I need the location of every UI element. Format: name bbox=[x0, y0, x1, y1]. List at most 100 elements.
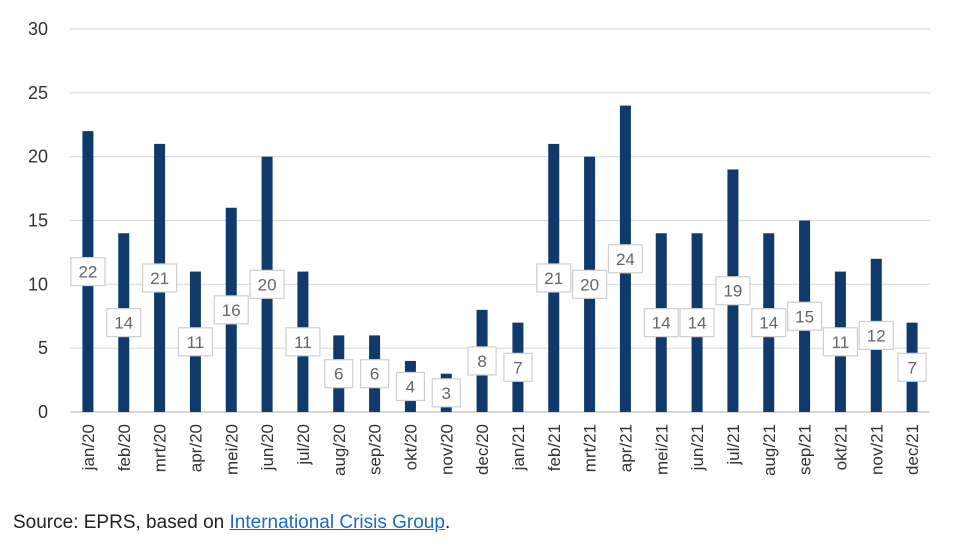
data-label-box bbox=[786, 301, 823, 331]
data-label-text: 14 bbox=[114, 314, 133, 333]
data-label-text: 11 bbox=[187, 333, 205, 352]
data-label-text: 19 bbox=[723, 282, 742, 301]
data-label-box bbox=[607, 244, 644, 274]
data-label-text: 14 bbox=[759, 314, 778, 333]
data-label-box bbox=[715, 276, 751, 306]
data-label-box bbox=[751, 308, 787, 338]
source-link[interactable]: International Crisis Group bbox=[229, 512, 445, 533]
y-tick-label: 25 bbox=[28, 83, 48, 103]
data-label-box bbox=[467, 346, 497, 376]
x-tick-label: feb/21 bbox=[545, 424, 564, 471]
data-label-text: 11 bbox=[294, 333, 312, 352]
data-label-text: 24 bbox=[616, 250, 635, 269]
data-label-text: 22 bbox=[78, 263, 97, 282]
x-tick-label: sep/21 bbox=[796, 424, 815, 475]
data-label: 7 bbox=[503, 352, 533, 382]
data-label-box bbox=[858, 320, 894, 350]
data-label-text: 6 bbox=[334, 365, 343, 384]
x-tick-label: nov/20 bbox=[437, 424, 456, 475]
data-label: 16 bbox=[213, 295, 249, 325]
data-label-box bbox=[106, 308, 142, 338]
x-tick-label: jun/20 bbox=[258, 424, 277, 471]
data-label: 4 bbox=[395, 371, 426, 402]
x-tick-label: mei/20 bbox=[222, 424, 241, 475]
data-label-box bbox=[141, 263, 178, 293]
data-label-box bbox=[431, 378, 461, 408]
x-tick-label: jun/21 bbox=[688, 424, 707, 471]
x-tick-label: feb/20 bbox=[115, 424, 134, 471]
source-note: Source: EPRS, based on International Cri… bbox=[13, 512, 450, 534]
data-label-text: 21 bbox=[150, 269, 169, 288]
data-label: 6 bbox=[359, 359, 390, 389]
x-tick-label: aug/20 bbox=[330, 424, 349, 476]
data-label-box bbox=[285, 327, 321, 357]
x-tick-label: jul/21 bbox=[724, 424, 743, 466]
x-tick-label: jan/20 bbox=[79, 424, 98, 471]
x-tick-label: okt/21 bbox=[831, 424, 850, 470]
data-label-box bbox=[249, 269, 285, 299]
x-tick-label: mrt/20 bbox=[151, 424, 170, 472]
x-tick-label: apr/20 bbox=[186, 424, 205, 472]
data-label-box bbox=[324, 359, 354, 389]
data-label-box bbox=[897, 352, 927, 382]
data-label-text: 15 bbox=[795, 307, 814, 326]
x-tick-label: apr/21 bbox=[616, 424, 635, 472]
data-label-text: 12 bbox=[867, 326, 886, 345]
y-tick-label: 5 bbox=[38, 338, 48, 358]
data-label: 21 bbox=[141, 263, 178, 293]
data-label-text: 21 bbox=[544, 269, 563, 288]
data-label-text: 14 bbox=[652, 314, 671, 333]
data-label: 20 bbox=[571, 269, 608, 299]
bar-chart: 0 5 10 15 20 25 30 22 14 21 11 16 20 11 6 6 4 3 8 7 21 20 24 1… bbox=[28, 19, 930, 476]
data-label: 3 bbox=[431, 378, 461, 408]
data-label: 20 bbox=[249, 269, 285, 299]
data-label-box bbox=[536, 263, 572, 293]
data-label: 12 bbox=[858, 320, 894, 350]
data-label: 11 bbox=[285, 327, 321, 357]
x-tick-label: dec/21 bbox=[903, 424, 922, 475]
x-tick-label: nov/21 bbox=[867, 424, 886, 475]
data-label-text: 7 bbox=[513, 358, 522, 377]
data-label-text: 7 bbox=[907, 358, 916, 377]
y-tick-label: 10 bbox=[28, 274, 48, 294]
data-label-text: 20 bbox=[580, 275, 599, 294]
data-label: 8 bbox=[467, 346, 497, 376]
y-tick-label: 30 bbox=[28, 19, 48, 39]
data-label-text: 8 bbox=[477, 352, 486, 371]
y-tick-label: 0 bbox=[38, 402, 48, 422]
data-label: 22 bbox=[70, 256, 106, 287]
x-tick-label: sep/20 bbox=[366, 424, 385, 475]
source-suffix: . bbox=[444, 512, 451, 533]
data-label: 6 bbox=[324, 359, 354, 389]
data-label-text: 4 bbox=[406, 377, 415, 396]
data-label: 24 bbox=[607, 244, 644, 274]
x-tick-label: dec/20 bbox=[473, 424, 492, 475]
x-tick-label: jan/21 bbox=[509, 424, 528, 471]
data-label: 14 bbox=[643, 308, 679, 338]
data-label: 11 bbox=[177, 327, 214, 357]
gridlines bbox=[70, 28, 930, 413]
data-label-box bbox=[213, 295, 249, 325]
y-axis-ticks: 0 5 10 15 20 25 30 bbox=[28, 19, 48, 422]
data-label: 14 bbox=[106, 308, 142, 338]
x-axis-ticks: jan/20 feb/20 mrt/20 apr/20 mei/20 jun/20 jul/… bbox=[79, 424, 922, 476]
data-label-box bbox=[679, 308, 715, 338]
bars bbox=[82, 105, 918, 412]
data-label-box bbox=[70, 256, 106, 287]
data-label: 14 bbox=[751, 308, 787, 338]
data-label: 21 bbox=[536, 263, 572, 293]
data-label-box bbox=[643, 308, 679, 338]
x-tick-label: aug/21 bbox=[760, 424, 779, 476]
x-tick-label: jul/20 bbox=[294, 424, 313, 466]
data-label-box bbox=[177, 327, 214, 357]
data-label-text: 14 bbox=[688, 314, 707, 333]
x-tick-label: okt/20 bbox=[401, 424, 420, 470]
data-label: 7 bbox=[897, 352, 927, 382]
data-label-text: 11 bbox=[832, 333, 850, 352]
x-tick-label: mrt/21 bbox=[581, 424, 600, 472]
data-label-text: 6 bbox=[370, 365, 379, 384]
data-label: 19 bbox=[715, 276, 751, 306]
data-label: 15 bbox=[786, 301, 823, 331]
data-label-text: 3 bbox=[442, 384, 451, 403]
y-tick-label: 15 bbox=[28, 211, 48, 231]
